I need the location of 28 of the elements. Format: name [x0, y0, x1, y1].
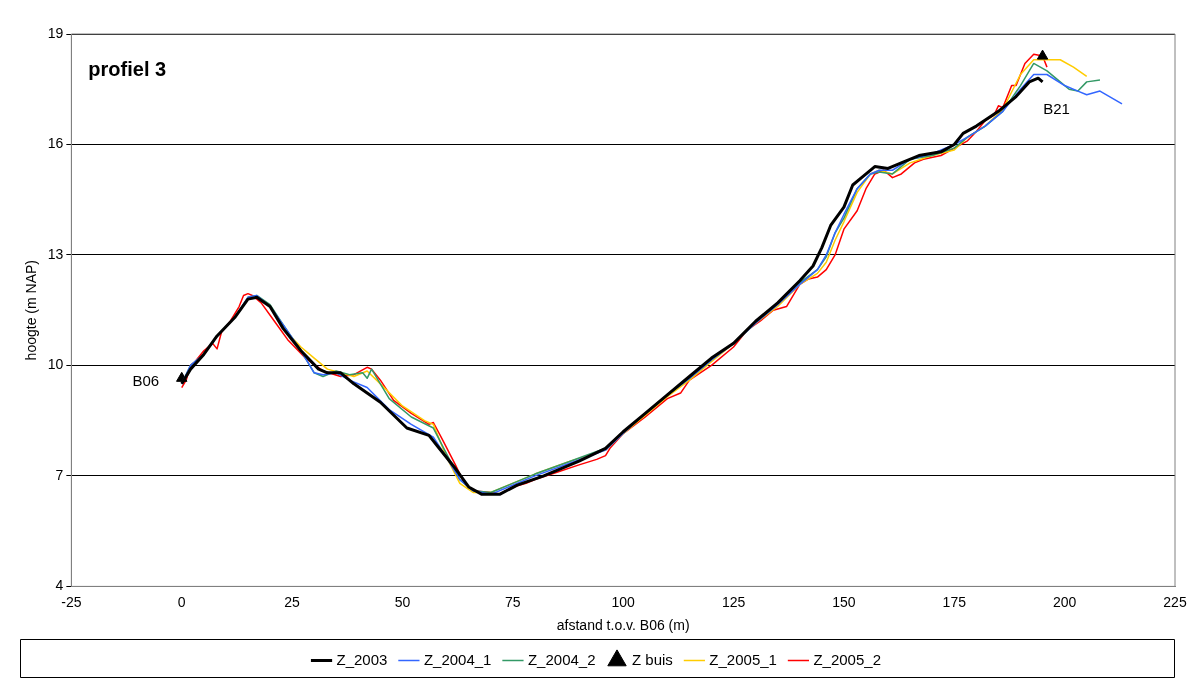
y-tick-label: 13: [47, 245, 64, 262]
x-tick-label: -25: [61, 593, 82, 610]
y-tick-label: 10: [47, 356, 64, 373]
x-tick-label: 100: [611, 593, 636, 610]
legend-label: Z_2005_1: [709, 650, 777, 668]
legend-label: Z_2004_1: [423, 650, 492, 668]
x-tick-label: 150: [832, 593, 856, 610]
x-tick-label: 0: [177, 593, 186, 610]
y-tick-label: 19: [47, 24, 64, 41]
x-tick-label: 200: [1052, 593, 1077, 610]
x-tick-label: 125: [721, 593, 746, 610]
annotation: B06: [132, 372, 160, 390]
x-tick-label: 25: [284, 593, 301, 610]
y-axis-title: hoogte (m NAP): [23, 260, 40, 361]
text: profiel 3: [88, 57, 167, 80]
legend-label: Z_2003: [336, 650, 388, 668]
legend-label: Z buis: [632, 650, 673, 668]
x-tick-label: 225: [1163, 593, 1187, 610]
y-tick-label: 7: [55, 466, 64, 483]
legend-label: Z_2005_2: [813, 650, 881, 668]
x-tick-label: 75: [505, 593, 521, 610]
x-axis-title: afstand t.o.v. B06 (m): [556, 617, 690, 634]
x-tick-label: 50: [394, 593, 411, 610]
y-tick-label: 16: [47, 135, 64, 152]
legend-label: Z_2004_2: [527, 650, 596, 668]
y-tick-label: 4: [55, 577, 64, 594]
x-tick-label: 175: [942, 593, 967, 610]
annotation: B21: [1043, 100, 1070, 118]
